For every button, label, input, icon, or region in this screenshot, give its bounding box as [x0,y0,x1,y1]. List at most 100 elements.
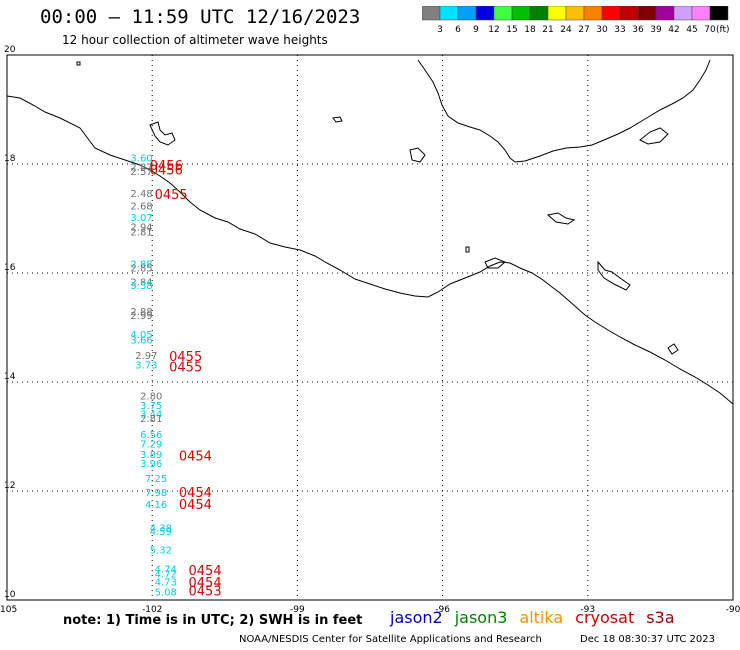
color-bin-label: 70 [704,25,716,35]
color-bin-label: 39 [650,25,662,35]
wave-height-value: 2.48 [130,189,152,200]
wave-height-value: 2.88 [130,307,152,318]
wave-height-value: 2.81 [140,414,162,425]
color-bin-label: 36 [632,25,644,35]
color-swatch [439,6,459,21]
satellite-name: s3a [646,608,675,627]
satellite-name: cryosat [575,608,635,627]
wave-height-value: 4.73 [155,577,177,588]
pass-time-labels: 0456045604550455045504540454045404540454… [150,159,222,600]
color-bin-label: 33 [614,25,625,35]
lat-tick-label: 16 [4,263,16,273]
wave-height-value: 4.16 [145,500,167,511]
color-swatch [637,6,657,21]
wave-height-value: 7.98 [145,488,167,499]
wave-height-value: 5.08 [155,587,177,598]
color-bin-label: 15 [506,25,517,35]
pass-time-label: 0455 [169,350,202,365]
units-note: note: 1) Time is in UTC; 2) SWH is in fe… [63,613,363,628]
color-swatch [583,6,603,21]
map-frame [6,54,734,601]
color-bin-label: 27 [578,25,589,35]
lat-tick-label: 18 [4,154,16,164]
wave-height-value: 4.72 [155,569,177,580]
color-bin-label: 42 [668,25,679,35]
pass-time-label: 0453 [189,585,222,600]
island-10 [465,246,470,253]
wave-height-value: 2.81 [130,228,152,239]
wave-height-value: 3.66 [130,335,152,346]
pass-time-label: 0455 [169,361,202,376]
color-bin-label: 3 [437,25,443,35]
wave-height-value: 2.99 [130,311,152,322]
lat-tick-label: 20 [4,45,16,55]
color-swatch [475,6,495,21]
color-swatch [511,6,531,21]
lon-tick-label: -105 [0,605,17,615]
color-swatch [691,6,711,21]
color-scale-legend: 3 6 9 12 15 18 21 24 27 30 33 36 39 42 45 70 (ft) [422,6,730,35]
wave-height-value: 7.25 [145,474,167,485]
wave-height-value: 2.94 [130,223,152,234]
wave-height-value: 2.84 [130,278,152,289]
pacific-coastline [6,95,734,405]
color-bin-label: 12 [488,25,499,35]
graticule [7,55,733,600]
wave-height-value: 7.29 [140,440,162,451]
lon-tick-label: -96 [435,605,450,615]
island-5 [484,257,506,269]
color-bin-label: 45 [686,25,697,35]
color-swatch [457,6,477,21]
pass-time-label: 0454 [189,576,222,591]
island-9 [76,61,81,66]
lon-tick-label: -99 [290,605,305,615]
color-unit-label: (ft) [716,25,730,35]
wave-height-value: 2.57 [130,167,152,178]
wave-height-value: 2.80 [140,392,162,403]
color-swatch [529,6,549,21]
color-bin-label: 18 [524,25,536,35]
color-swatch [493,6,513,21]
wave-height-value: 2.85 [130,264,152,275]
coastline [6,59,734,405]
pass-time-label: 0455 [155,188,188,203]
lat-tick-label: 10 [4,590,16,600]
wave-height-value: 3.73 [135,361,157,372]
lon-tick-label: -90 [726,605,740,615]
lat-tick-label: 12 [4,481,15,491]
wave-height-value: 4.59 [150,527,172,538]
wave-height-value: 4.74 [155,564,177,575]
wave-height-value: 2.68 [130,201,152,212]
color-swatch [565,6,585,21]
wave-height-value: 3.89 [140,450,162,461]
color-bin-label: 21 [542,25,553,35]
island-4 [546,212,576,225]
color-bin-label: 24 [560,25,572,35]
island-7 [667,343,679,355]
color-swatch [601,6,621,21]
pass-time-label: 0454 [189,564,222,579]
wave-height-value: 3.75 [140,401,162,412]
gulf-coastline [417,59,711,163]
island-2 [409,147,426,163]
lon-tick-label: -102 [142,605,162,615]
wave-height-value: 2.97 [135,351,157,362]
wave-height-value: 3.38 [130,281,152,292]
lat-tick-label: 14 [4,372,16,382]
color-bin-label: 6 [455,25,461,35]
island-3 [597,260,631,291]
island-6 [639,127,669,145]
satellite-name: jason2 [390,608,443,627]
island-1 [149,121,176,146]
wave-height-value: 4.38 [150,524,172,535]
satellite-name: jason3 [454,608,508,627]
wave-height-value: 3.44 [140,410,162,421]
wave-height-value: 3.07 [130,213,152,224]
wave-height-value: 4.05 [130,330,152,341]
color-bin-label: 30 [596,25,608,35]
color-swatch [547,6,567,21]
color-swatch [619,6,639,21]
satellite-legend: jason2 jason3 altika cryosat s3a [390,608,687,627]
observation-labels: 3.602.872.572.482.683.072.942.812.882.85… [130,153,176,598]
